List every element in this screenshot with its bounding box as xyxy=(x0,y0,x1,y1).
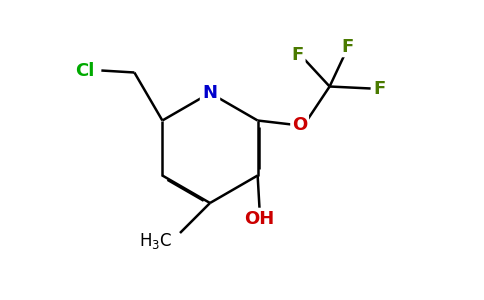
Text: H$_3$C: H$_3$C xyxy=(139,231,172,251)
Text: Cl: Cl xyxy=(75,61,94,80)
Text: F: F xyxy=(291,46,304,64)
Text: N: N xyxy=(202,84,217,102)
Text: F: F xyxy=(374,80,386,98)
Text: OH: OH xyxy=(244,209,275,227)
Text: F: F xyxy=(342,38,354,56)
Text: O: O xyxy=(292,116,307,134)
